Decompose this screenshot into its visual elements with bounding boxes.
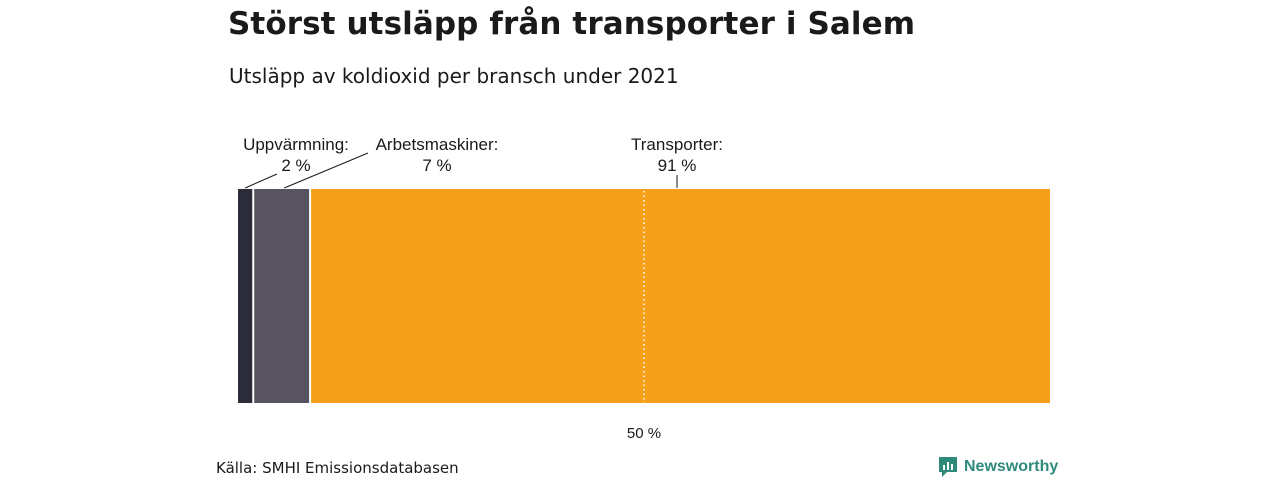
leader-line-arbetsmaskiner: [284, 152, 369, 189]
segment-label-value-uppvärmning: 2 %: [281, 156, 310, 175]
brand-name: Newsworthy: [964, 458, 1059, 475]
brand-logo[interactable]: Newsworthy: [938, 456, 1058, 478]
newsworthy-logo-icon: [939, 457, 957, 477]
stacked-bar-chart: 50 % Uppvärmning: 2 % Arbetsmaskiner: 7 % Tra…: [238, 135, 1051, 442]
bar-segment-arbetsmaskiner: [254, 189, 310, 403]
segment-label-name-arbetsmaskiner: Arbetsmaskiner:: [376, 135, 499, 154]
chart-subtitle: Utsläpp av koldioxid per bransch under 2…: [229, 64, 679, 88]
chart-title: Störst utsläpp från transporter i Salem: [228, 6, 916, 42]
segment-label-value-transporter: 91 %: [658, 156, 697, 175]
segment-label-value-arbetsmaskiner: 7 %: [422, 156, 451, 175]
segment-label-name-transporter: Transporter:: [631, 135, 723, 154]
source-note: Källa: SMHI Emissionsdatabasen: [216, 459, 459, 477]
bar-segment-transporter: [311, 189, 1051, 403]
reference-line-label: 50 %: [627, 425, 661, 442]
bar-segment-uppvärmning: [238, 189, 253, 403]
segment-label-name-uppvärmning: Uppvärmning:: [243, 135, 349, 154]
leader-line-uppvärmning: [244, 173, 278, 189]
